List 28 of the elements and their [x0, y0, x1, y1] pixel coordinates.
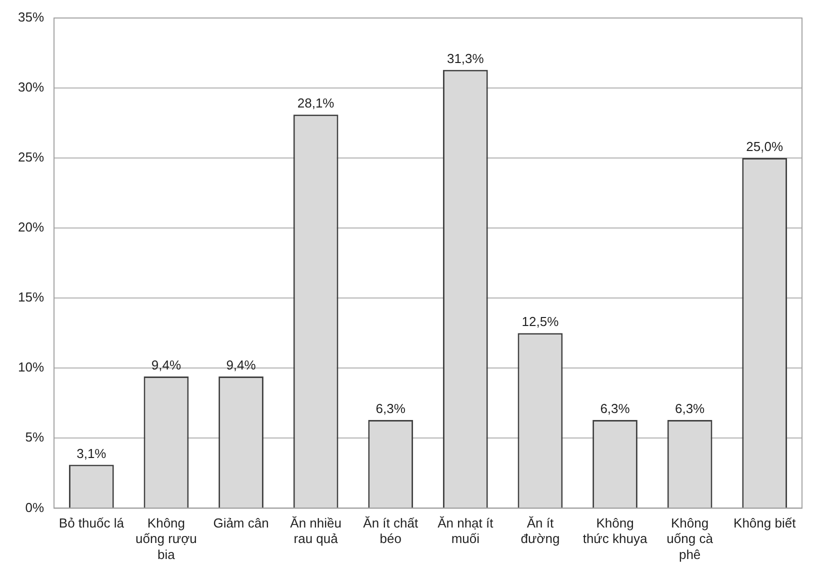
- y-tick-label: 25%: [18, 150, 44, 165]
- data-label: 25,0%: [746, 139, 784, 154]
- y-tick-label: 15%: [18, 290, 44, 305]
- data-label: 28,1%: [297, 96, 335, 111]
- x-tick-label: Không thức khuya: [582, 516, 648, 546]
- y-tick-label: 20%: [18, 220, 44, 235]
- y-tick-label: 35%: [18, 10, 44, 25]
- data-label: 6,3%: [600, 401, 630, 416]
- y-tick-label: 5%: [25, 430, 44, 445]
- y-tick-label: 30%: [18, 80, 44, 95]
- data-label: 9,4%: [226, 358, 256, 373]
- data-label: 6,3%: [674, 401, 706, 416]
- x-tick-label: Bỏ thuốc lá: [58, 516, 125, 531]
- y-tick-label: 10%: [18, 360, 44, 375]
- data-label: 9,4%: [151, 358, 182, 373]
- x-tick-label: Ăn nhiều rau quả: [290, 516, 342, 546]
- data-label: 12,5%: [522, 314, 560, 330]
- x-tick-label: Ăn ít đường: [520, 516, 560, 546]
- data-label: 3,1%: [76, 446, 107, 461]
- x-tick-label: Ăn ít chất béo: [363, 516, 418, 546]
- data-label: 31,3%: [446, 50, 484, 66]
- data-label: 6,3%: [376, 401, 406, 416]
- x-tick-label: Không biết: [734, 516, 796, 531]
- x-tick-label: Không uống rượu bia: [136, 516, 197, 562]
- x-tick-label: Không uống cà phê: [666, 516, 714, 562]
- y-tick-label: 0%: [25, 500, 44, 515]
- x-tick-label: Giảm cân: [213, 516, 269, 531]
- x-tick-label: Ăn nhạt ít muối: [438, 516, 494, 546]
